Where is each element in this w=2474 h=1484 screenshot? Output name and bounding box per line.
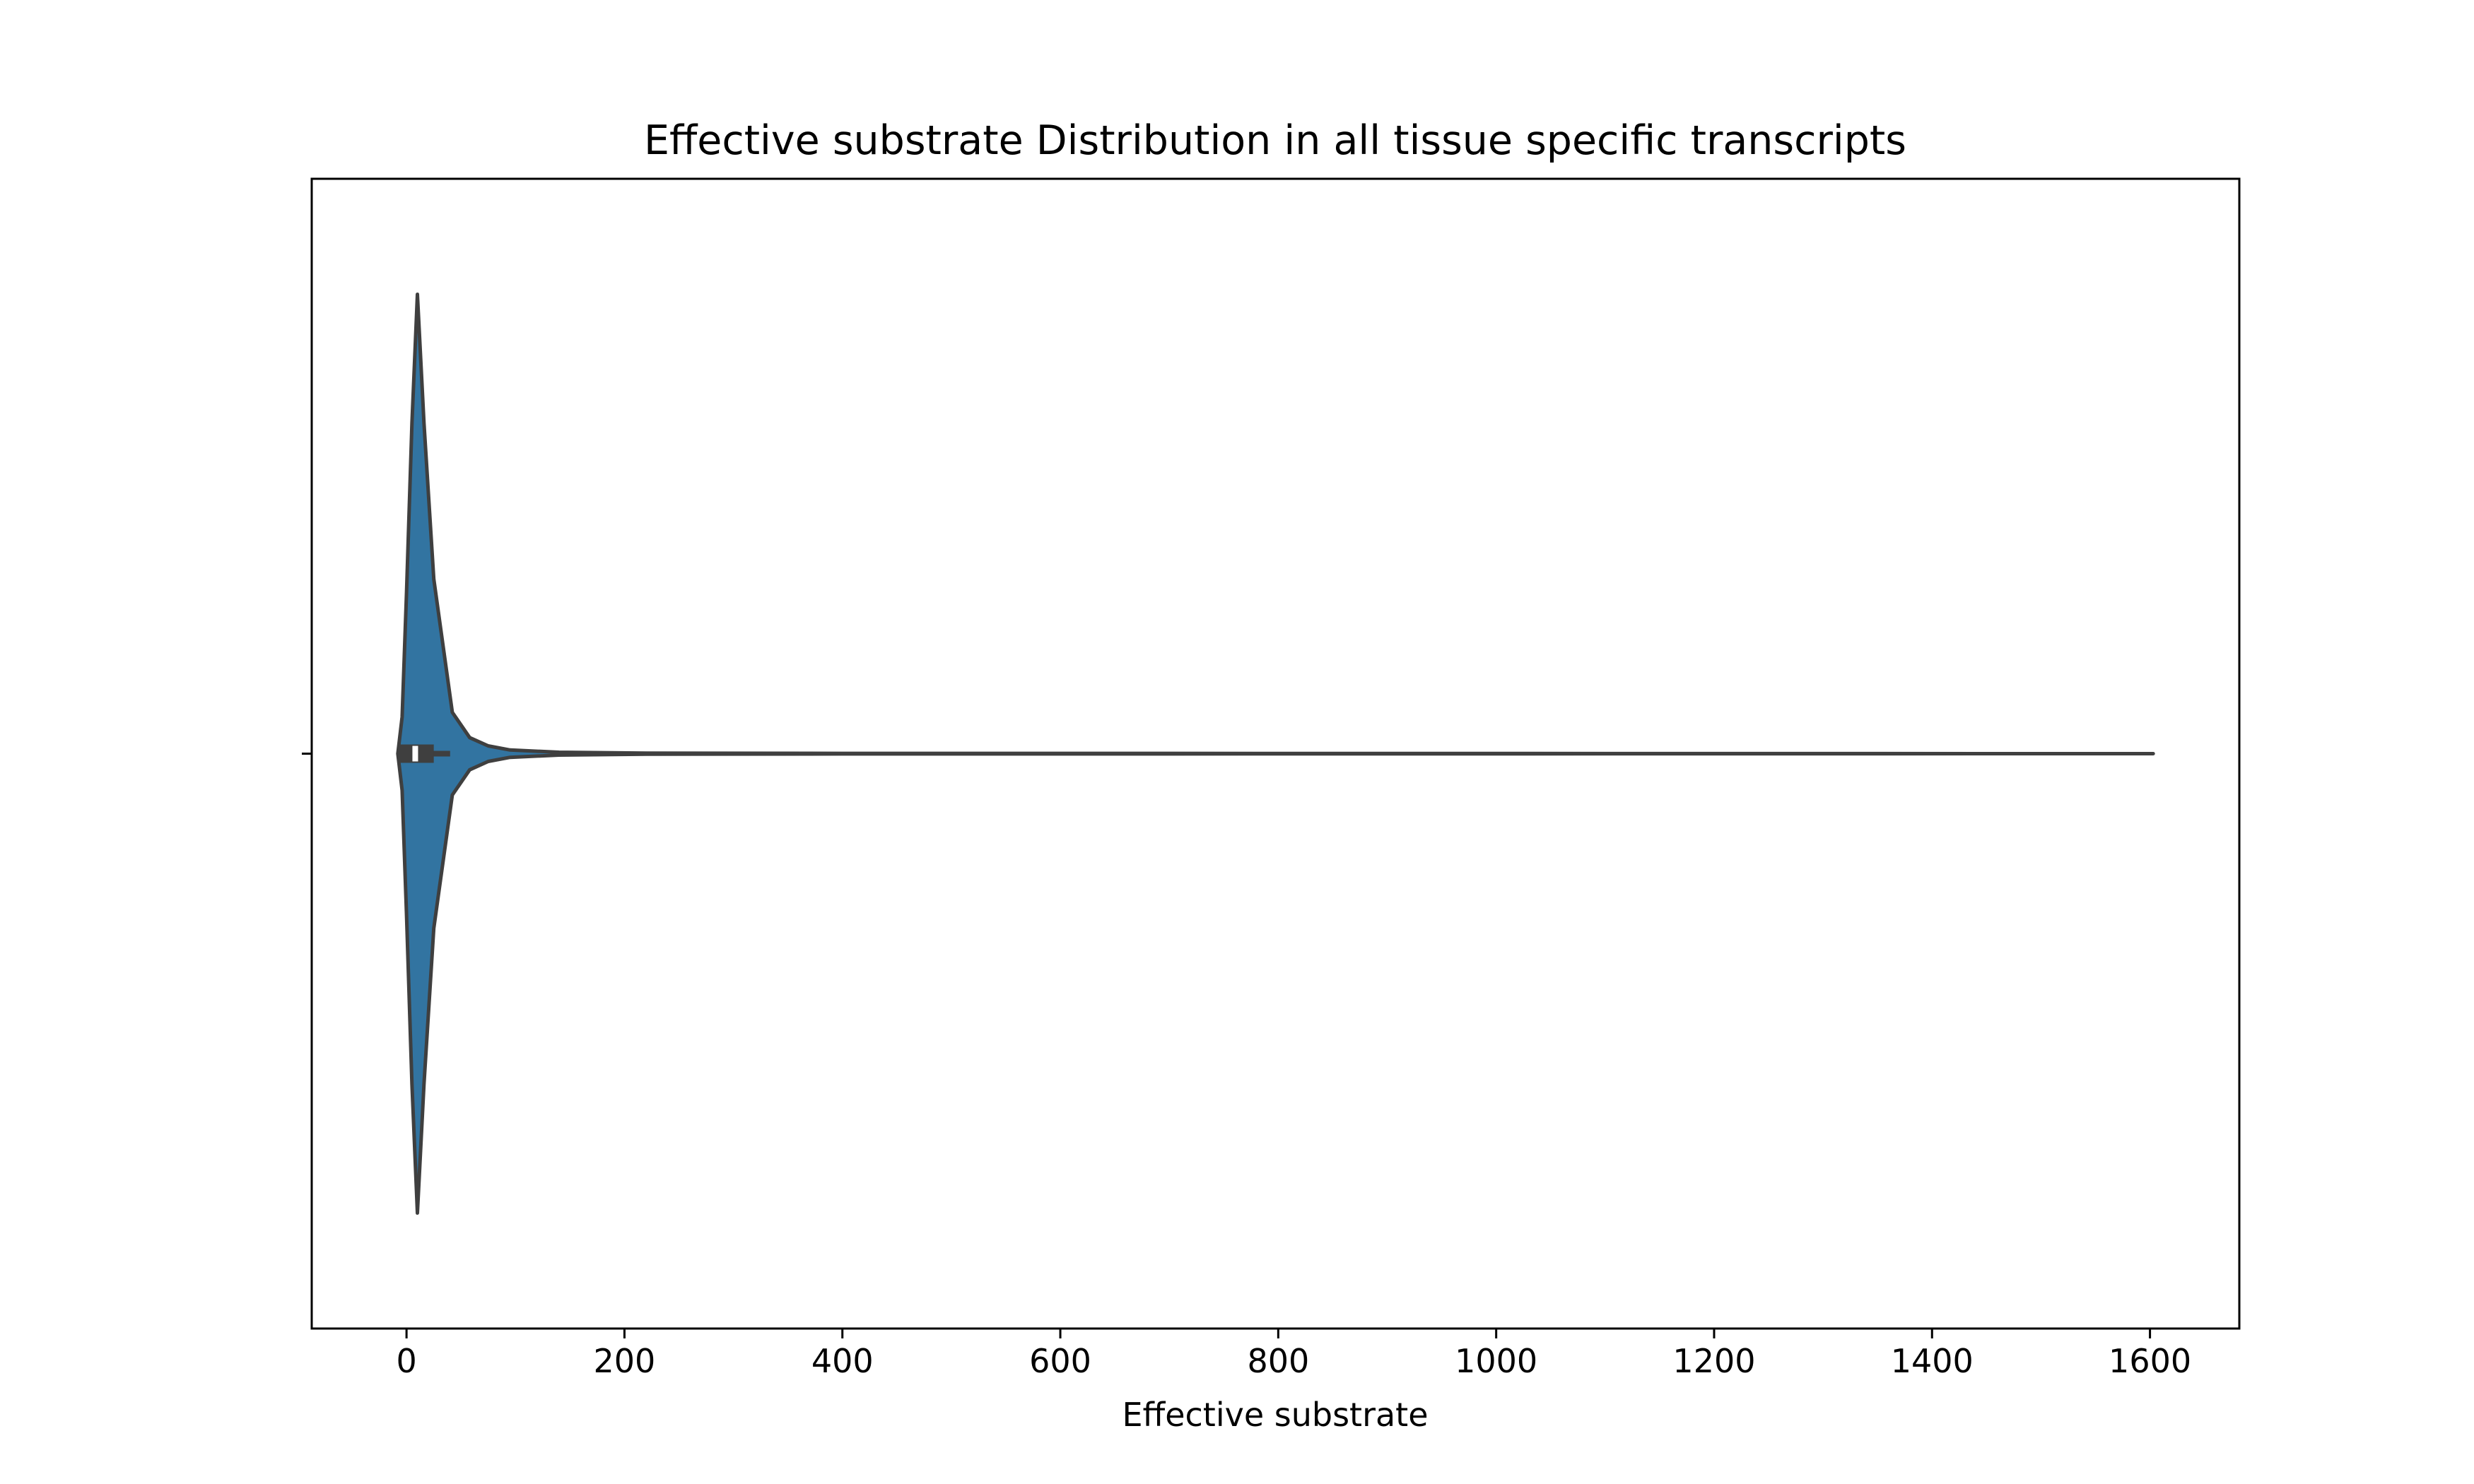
x-tick-label: 1400	[1891, 1342, 1974, 1380]
violin-median-marker	[412, 746, 418, 762]
plot-frame	[310, 177, 2241, 1330]
x-tick-label: 600	[1029, 1342, 1091, 1380]
x-tick-label: 0	[396, 1342, 416, 1380]
x-tick-label: 1200	[1672, 1342, 1755, 1380]
x-axis-ticks: 0 200 400 600 800 1000 1200 1400 1600	[396, 1329, 2191, 1380]
chart-title: Effective substrate Distribution in all …	[644, 117, 1906, 164]
plot-area	[396, 293, 2155, 1215]
x-axis-label: Effective substrate	[1122, 1396, 1428, 1434]
violin-body	[396, 293, 2155, 1215]
x-tick-label: 200	[594, 1342, 656, 1380]
x-tick-label: 1000	[1455, 1342, 1537, 1380]
x-tick-label: 800	[1247, 1342, 1309, 1380]
x-tick-label: 400	[811, 1342, 874, 1380]
x-tick-label: 1600	[2109, 1342, 2191, 1380]
